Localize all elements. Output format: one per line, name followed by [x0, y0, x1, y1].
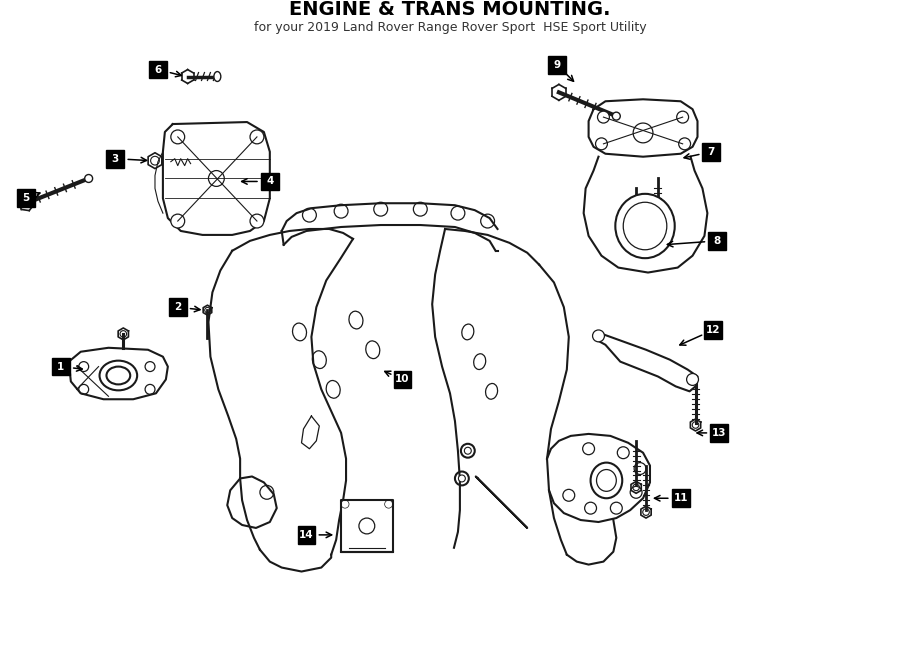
Bar: [702, 143, 720, 161]
Polygon shape: [163, 122, 270, 235]
Bar: [393, 371, 411, 389]
Bar: [710, 424, 728, 442]
Polygon shape: [589, 99, 698, 157]
Circle shape: [679, 138, 690, 150]
Text: 2: 2: [174, 302, 182, 312]
Bar: [708, 232, 726, 250]
Circle shape: [171, 130, 184, 144]
Circle shape: [677, 111, 688, 123]
Circle shape: [612, 112, 620, 120]
Circle shape: [85, 175, 93, 183]
Text: 8: 8: [714, 236, 721, 246]
Bar: [548, 56, 566, 73]
Text: 12: 12: [706, 325, 721, 335]
Bar: [17, 189, 35, 207]
Ellipse shape: [214, 71, 220, 81]
Circle shape: [250, 130, 264, 144]
Bar: [261, 173, 279, 191]
Circle shape: [596, 138, 608, 150]
Text: 11: 11: [673, 493, 688, 503]
Bar: [149, 61, 166, 79]
Text: 1: 1: [58, 361, 65, 371]
Polygon shape: [597, 332, 698, 391]
Text: 9: 9: [554, 60, 561, 70]
Bar: [52, 357, 70, 375]
Bar: [169, 299, 186, 316]
Ellipse shape: [623, 203, 667, 250]
Circle shape: [209, 171, 224, 187]
Text: 10: 10: [395, 375, 410, 385]
Bar: [341, 500, 392, 551]
Text: 3: 3: [112, 154, 119, 164]
Circle shape: [171, 214, 184, 228]
Circle shape: [633, 123, 652, 143]
Circle shape: [592, 330, 605, 342]
Text: 4: 4: [266, 177, 274, 187]
Circle shape: [464, 448, 472, 454]
Ellipse shape: [616, 194, 675, 258]
Circle shape: [598, 111, 609, 123]
Circle shape: [687, 373, 698, 385]
Text: for your 2019 Land Rover Range Rover Sport  HSE Sport Utility: for your 2019 Land Rover Range Rover Spo…: [254, 21, 646, 34]
Circle shape: [250, 214, 264, 228]
Bar: [705, 321, 722, 339]
Text: 13: 13: [712, 428, 726, 438]
Text: 14: 14: [299, 530, 314, 540]
Bar: [298, 526, 315, 544]
Text: 7: 7: [707, 147, 715, 157]
Text: ENGINE & TRANS MOUNTING.: ENGINE & TRANS MOUNTING.: [289, 0, 611, 19]
Bar: [671, 489, 689, 507]
Polygon shape: [583, 157, 707, 273]
Circle shape: [458, 475, 465, 482]
Text: 6: 6: [154, 65, 162, 75]
Text: 5: 5: [22, 193, 30, 203]
Bar: [106, 150, 124, 167]
